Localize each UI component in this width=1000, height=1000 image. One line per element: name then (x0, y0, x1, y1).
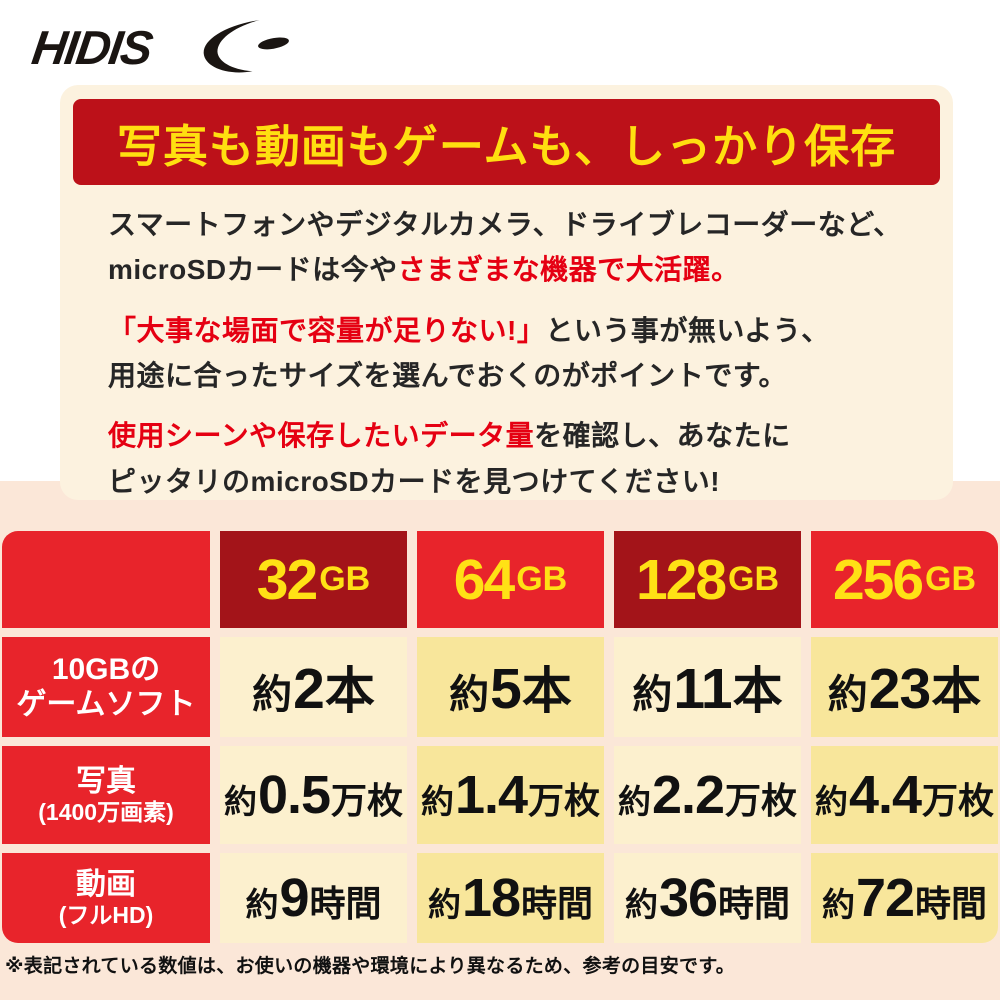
cell-photos-32gb: 約 0.5 万枚 (220, 746, 407, 844)
hidisc-logo-icon: HIDIS (29, 19, 289, 75)
paragraph-1-red-text: さまざまな機器で大活躍。 (397, 254, 740, 286)
row-label-game-software: 10GBの ゲームソフト (2, 637, 210, 737)
row-label-game-line2: ゲームソフト (16, 688, 196, 721)
paragraph-2-red-text: 「大事な場面で容量が足りない!」 (108, 314, 546, 346)
cell-photos-128gb: 約 2.2 万枚 (614, 746, 801, 844)
cell-video-32gb: 約 9 時間 (220, 853, 407, 943)
cell-game-256gb: 約 23 本 (811, 637, 998, 737)
capacity-unit-64: GB (516, 560, 568, 598)
paragraph-3-black-tail: を確認し、あなたに ピッタリのmicroSDカードを見つけてください! (108, 420, 791, 497)
capacity-size-256: 256 (832, 547, 924, 612)
capacity-header-64gb: 64 GB (417, 531, 604, 628)
footnote-disclaimer: ※表記されている数値は、お使いの機器や環境により異なるため、参考の目安です。 (5, 956, 736, 977)
cell-video-256gb: 約 72 時間 (811, 853, 998, 943)
cell-photos-64gb: 約 1.4 万枚 (417, 746, 604, 844)
table-corner-cell (2, 531, 210, 628)
capacity-unit-256: GB (925, 560, 977, 598)
hero-paragraph-3: 使用シーンや保存したいデータ量を確認し、あなたに ピッタリのmicroSDカード… (108, 413, 923, 504)
paragraph-2-black-tail: という事が無いよう、 用途に合ったサイズを選んでおくのがポイントです。 (108, 314, 830, 392)
capacity-size-128: 128 (635, 547, 727, 612)
hero-paragraph-2: 「大事な場面で容量が足りない!」という事が無いよう、 用途に合ったサイズを選んで… (108, 308, 923, 399)
row-label-photos-line1: 写真 (76, 764, 136, 798)
capacity-header-128gb: 128 GB (614, 531, 801, 628)
paragraph-3-red-text: 使用シーンや保存したいデータ量 (108, 420, 535, 452)
row-label-video: 動画 (フルHD) (2, 853, 210, 943)
capacity-unit-32: GB (319, 560, 371, 598)
capacity-size-64: 64 (453, 547, 515, 612)
hero-paragraph-1: スマートフォンやデジタルカメラ、ドライブレコーダーなど、 microSDカードは… (108, 202, 923, 293)
logo-wordmark-glyphs: HIDIS (29, 22, 156, 75)
paragraph-1-black-text: スマートフォンやデジタルカメラ、ドライブレコーダーなど、 microSDカードは… (108, 209, 902, 286)
row-label-video-line1: 動画 (76, 867, 136, 901)
capacity-header-32gb: 32 GB (220, 531, 407, 628)
cell-game-128gb: 約 11 本 (614, 637, 801, 737)
row-label-video-line2: (フルHD) (58, 902, 154, 929)
capacity-size-32: 32 (256, 547, 318, 612)
cell-photos-256gb: 約 4.4 万枚 (811, 746, 998, 844)
hero-box: 写真も動画もゲームも、しっかり保存 スマートフォンやデジタルカメラ、ドライブレコ… (60, 85, 953, 500)
capacity-header-256gb: 256 GB (811, 531, 998, 628)
row-label-photos-line2: (1400万画素) (38, 799, 174, 826)
hero-title: 写真も動画もゲームも、しっかり保存 (116, 120, 897, 172)
cell-video-64gb: 約 18 時間 (417, 853, 604, 943)
cell-video-128gb: 約 36 時間 (614, 853, 801, 943)
logo-crescent-c (203, 19, 260, 73)
row-label-game-line1: 10GBの (51, 652, 161, 686)
hidisc-logo: HIDIS (24, 16, 294, 78)
hero-banner: 写真も動画もゲームも、しっかり保存 (73, 99, 940, 185)
logo-dash (258, 37, 289, 50)
row-label-photos: 写真 (1400万画素) (2, 746, 210, 844)
hero-text-block: スマートフォンやデジタルカメラ、ドライブレコーダーなど、 microSDカードは… (60, 185, 953, 504)
capacity-unit-128: GB (728, 560, 780, 598)
